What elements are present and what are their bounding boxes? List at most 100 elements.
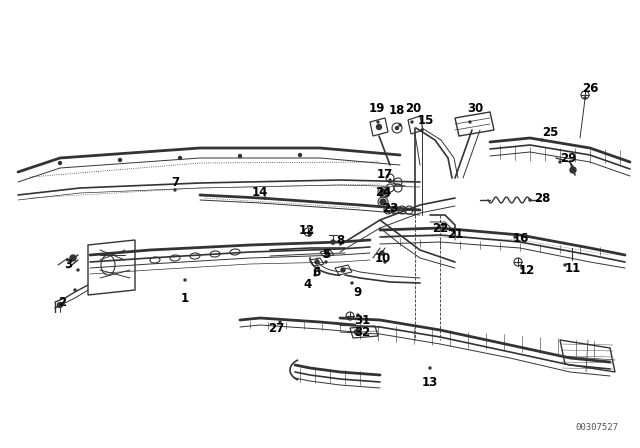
Circle shape [469,121,471,123]
Circle shape [429,367,431,369]
Text: 19: 19 [369,102,385,115]
Text: 15: 15 [418,113,434,126]
Circle shape [351,282,353,284]
Circle shape [380,251,384,255]
Circle shape [584,97,586,99]
Circle shape [386,195,388,197]
Text: 13: 13 [422,375,438,388]
Circle shape [514,236,516,238]
Text: 12: 12 [299,224,315,237]
Circle shape [564,264,566,266]
Text: 22: 22 [432,221,448,234]
Circle shape [298,154,301,156]
Text: 28: 28 [534,191,550,204]
Polygon shape [320,250,334,257]
Polygon shape [370,118,388,136]
Circle shape [392,209,394,211]
Text: 25: 25 [542,125,558,138]
Circle shape [179,156,182,159]
Text: 24: 24 [375,186,391,199]
Circle shape [325,261,327,263]
Circle shape [341,268,345,272]
Text: 20: 20 [405,102,421,115]
Text: 31: 31 [354,314,370,327]
Polygon shape [408,116,423,134]
Circle shape [74,289,76,291]
Text: 4: 4 [304,279,312,292]
Circle shape [357,314,359,316]
Polygon shape [455,112,494,136]
Circle shape [184,279,186,281]
Circle shape [411,121,413,123]
Text: 17: 17 [377,168,393,181]
Text: 11: 11 [565,262,581,275]
Text: 30: 30 [467,102,483,115]
Text: 00307527: 00307527 [575,423,618,432]
Text: 9: 9 [353,287,361,300]
Circle shape [325,251,329,255]
Circle shape [309,234,311,236]
Text: 12: 12 [519,263,535,276]
Circle shape [396,126,399,129]
Circle shape [332,242,334,244]
Polygon shape [88,240,135,295]
Text: 7: 7 [171,176,179,189]
Ellipse shape [230,249,240,255]
Circle shape [570,167,576,173]
Circle shape [521,267,523,269]
Text: 3: 3 [64,258,72,271]
Text: 32: 32 [354,326,370,339]
Circle shape [380,199,386,205]
Text: 10: 10 [375,251,391,264]
Circle shape [451,229,453,231]
Text: 27: 27 [268,322,284,335]
Text: 1: 1 [181,292,189,305]
Circle shape [399,124,401,126]
Ellipse shape [101,255,115,275]
Ellipse shape [150,257,160,263]
Circle shape [442,224,444,226]
Polygon shape [335,265,352,275]
Circle shape [384,261,386,263]
Circle shape [389,179,391,181]
Text: 29: 29 [560,151,576,164]
Circle shape [118,159,122,161]
Circle shape [315,260,319,264]
Text: 14: 14 [252,185,268,198]
Polygon shape [350,326,378,338]
Text: 5: 5 [322,249,330,262]
Circle shape [264,197,266,199]
Circle shape [376,125,381,129]
Circle shape [314,274,316,276]
Circle shape [174,189,176,191]
Text: 8: 8 [336,233,344,246]
Circle shape [541,139,543,141]
Circle shape [355,329,360,335]
Text: 6: 6 [312,266,320,279]
Circle shape [421,129,423,131]
Circle shape [317,267,319,269]
Circle shape [58,161,61,164]
Circle shape [529,199,531,201]
Circle shape [239,155,241,158]
Ellipse shape [190,253,200,259]
Circle shape [58,302,63,307]
Text: 18: 18 [389,103,405,116]
Ellipse shape [210,251,220,257]
Circle shape [559,161,561,163]
Circle shape [331,240,335,244]
Text: 2: 2 [58,297,66,310]
Polygon shape [560,340,615,372]
Circle shape [380,189,386,195]
Ellipse shape [170,255,180,261]
Polygon shape [310,258,324,266]
Circle shape [70,255,76,261]
Circle shape [357,329,359,331]
Text: 26: 26 [582,82,598,95]
Circle shape [77,269,79,271]
Circle shape [377,121,379,123]
Text: 23: 23 [382,202,398,215]
Text: 21: 21 [447,228,463,241]
Text: 16: 16 [513,232,529,245]
Circle shape [279,321,281,323]
